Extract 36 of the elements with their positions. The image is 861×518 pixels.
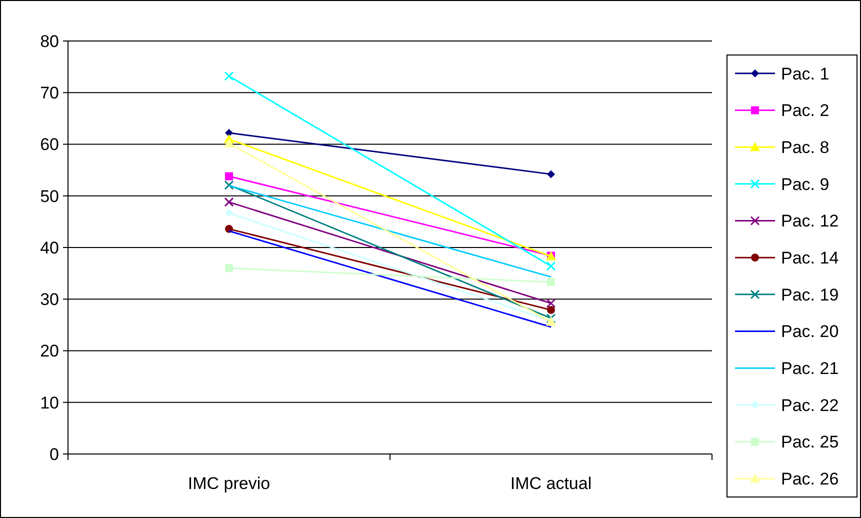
legend-label: Pac. 26 — [781, 470, 839, 489]
y-tick-label: 60 — [40, 135, 59, 154]
point — [547, 306, 555, 314]
point — [547, 170, 555, 178]
y-tick-label: 10 — [40, 393, 59, 412]
y-tick-label: 40 — [40, 238, 59, 258]
point — [224, 71, 234, 81]
legend-label: Pac. 22 — [781, 396, 839, 415]
y-tick-label: 80 — [40, 32, 59, 51]
legend-label: Pac. 2 — [781, 101, 830, 120]
point — [225, 208, 233, 217]
legend-label: Pac. 8 — [781, 138, 830, 158]
point — [224, 180, 234, 190]
legend-label: Pac. 21 — [781, 359, 839, 378]
x-tick-label: IMC previo — [188, 474, 270, 493]
legend-label: Pac. 9 — [781, 174, 830, 194]
legend-label: Pac. 20 — [781, 322, 839, 342]
y-tick-label: 20 — [40, 342, 59, 361]
point — [546, 298, 556, 308]
legend-label: Pac. 14 — [781, 248, 839, 268]
point — [225, 224, 233, 233]
point — [225, 172, 233, 180]
y-tick-label: 70 — [40, 84, 59, 103]
point — [546, 261, 556, 271]
legend-label: Pac. 25 — [781, 432, 839, 452]
y-tick-label: 30 — [40, 290, 59, 310]
y-tick-label: 50 — [40, 186, 59, 206]
point — [225, 264, 233, 272]
x-tick-label: IMC actual — [510, 474, 592, 493]
point — [547, 278, 555, 286]
legend-label: Pac. 12 — [781, 212, 839, 231]
y-tick-label: 0 — [50, 444, 59, 464]
legend-label: Pac. 19 — [781, 285, 839, 304]
legend-label: Pac. 1 — [781, 64, 830, 84]
point — [546, 313, 556, 323]
point — [224, 197, 234, 207]
